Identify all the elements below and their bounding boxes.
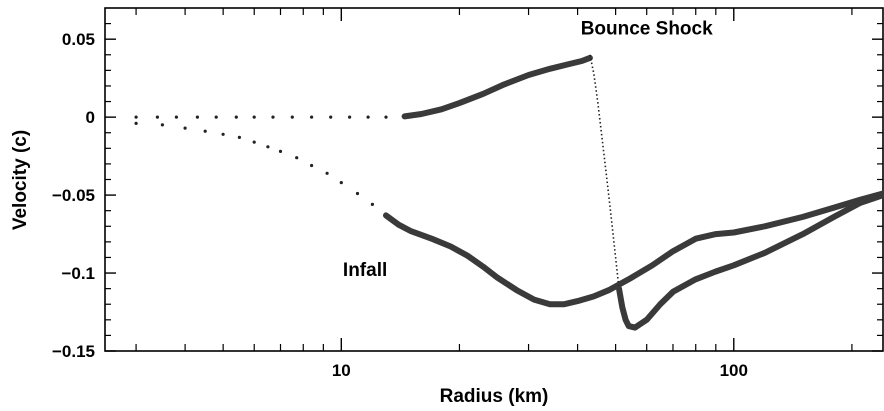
upper-branch-point: [366, 115, 370, 119]
y-axis-ticks: 0.05 0 −0.05 −0.1 −0.15: [52, 22, 883, 361]
upper-branch-band: [401, 54, 593, 120]
x-tick-label: 100: [720, 361, 748, 380]
infall-branch-point: [295, 156, 299, 160]
infall-branch-point: [266, 145, 270, 149]
infall-branch-point: [252, 140, 256, 144]
infall-branch-point: [310, 163, 314, 168]
upper-branch-point: [234, 115, 238, 119]
infall-branch-band: [383, 190, 884, 308]
x-axis-ticks: 10 100: [135, 8, 853, 380]
plot-frame: [104, 7, 884, 352]
y-tick-label: 0.05: [62, 30, 95, 49]
annotations: Bounce Shock Infall: [343, 19, 713, 282]
x-tick-label: 10: [332, 361, 351, 380]
upper-branch-point: [174, 115, 178, 119]
upper-branch-point: [155, 115, 159, 119]
infall-branch-point: [278, 149, 283, 153]
y-tick-label: −0.1: [61, 264, 95, 283]
annotation-label: Bounce Shock: [581, 19, 713, 40]
upper-branch-point: [271, 115, 275, 119]
infall-branch-point: [134, 121, 138, 125]
x-axis-label: Radius (km): [440, 386, 549, 407]
upper-branch-point: [134, 115, 138, 119]
upper-branch-point: [195, 115, 199, 119]
infall-branch-point: [203, 129, 207, 133]
infall-branch-point: [221, 132, 225, 136]
y-axis-label: Velocity (c): [10, 130, 31, 230]
y-tick-label: −0.15: [52, 342, 95, 361]
annotation-label: Infall: [343, 260, 387, 281]
y-tick-label: 0: [86, 108, 95, 127]
upper-branch-point: [214, 115, 218, 119]
upper-branch-point: [384, 115, 388, 119]
infall-branch-point: [370, 202, 374, 206]
data-series: [134, 54, 884, 331]
infall-branch-point: [183, 126, 187, 130]
infall-branch-point: [160, 123, 164, 127]
upper-branch-point: [252, 115, 256, 119]
upper-branch-point: [310, 115, 314, 119]
infall-branch-point: [325, 171, 329, 175]
upper-branch-point: [348, 115, 352, 119]
upper-branch-point: [329, 115, 333, 119]
upper-branch-point: [290, 115, 294, 119]
y-tick-label: −0.05: [52, 186, 95, 205]
shock-front-curve: [589, 54, 624, 308]
infall-branch-point: [237, 135, 241, 139]
infall-branch-point: [355, 191, 360, 196]
post-shock-band: [616, 192, 884, 331]
infall-branch-point: [339, 181, 343, 185]
